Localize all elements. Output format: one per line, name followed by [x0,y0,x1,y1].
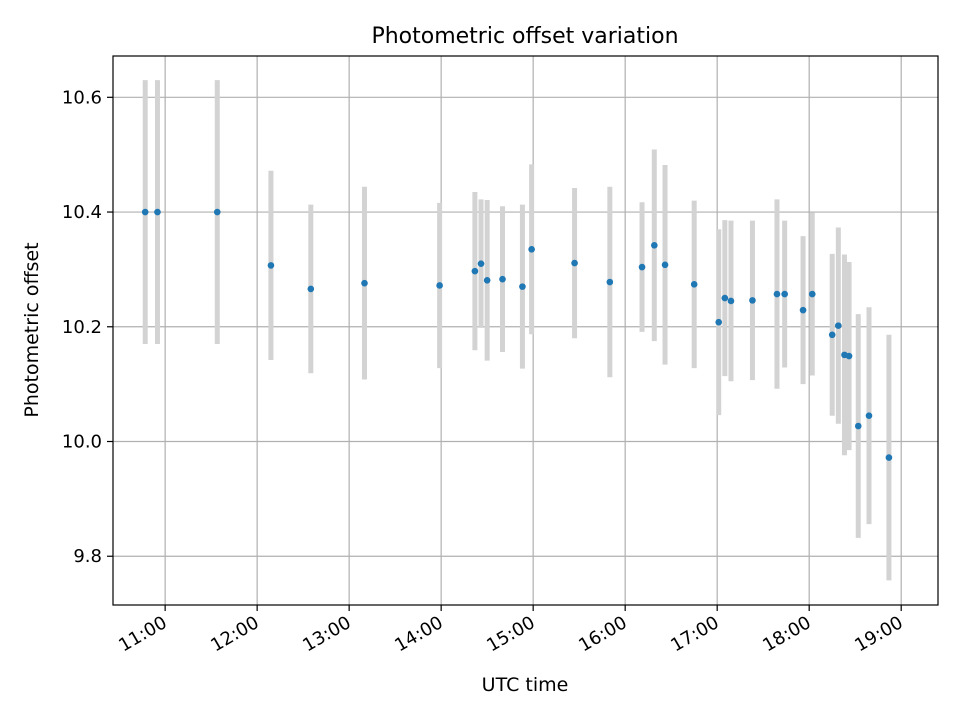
data-point [499,275,506,283]
y-tick-label: 10.4 [62,202,102,223]
plot-frame [112,55,939,606]
data-point [361,279,368,287]
data-point [606,278,614,286]
data-point [721,294,729,302]
data-point [835,322,842,329]
data-point [799,306,807,314]
x-axis-label: UTC time [482,674,569,696]
y-tick-label: 9.8 [73,546,102,567]
grid [113,56,938,605]
data-point [519,283,526,290]
data-point [571,259,578,267]
data-point [436,282,443,289]
data-point [854,422,862,430]
data-point [661,261,669,269]
data-point [141,208,149,216]
data-point [781,290,788,298]
data-point [154,208,161,216]
data-point [715,318,723,326]
data-point [528,246,535,253]
data-point [638,263,646,271]
y-tick-label: 10.0 [62,432,102,453]
data-point [213,208,221,216]
data-point [885,454,893,461]
data-point [727,297,735,305]
data-point [808,290,816,298]
y-tick-label: 10.2 [62,317,102,338]
chart-title: Photometric offset variation [371,24,678,49]
y-tick-label: 10.6 [62,87,102,108]
data-point [471,267,479,275]
data-points [141,208,893,461]
data-point [845,352,853,360]
data-point [307,285,315,293]
y-axis-label: Photometric offset [21,242,43,417]
y-axis-ticks: 9.8 10.0 10.2 10.4 10.6 [62,87,113,567]
data-point [828,331,836,339]
data-point [267,262,275,269]
data-point [477,260,485,267]
data-point [865,412,873,419]
data-point [483,277,491,284]
data-point [749,297,756,304]
data-point [773,290,781,298]
data-point [651,242,658,249]
data-point [690,281,698,288]
